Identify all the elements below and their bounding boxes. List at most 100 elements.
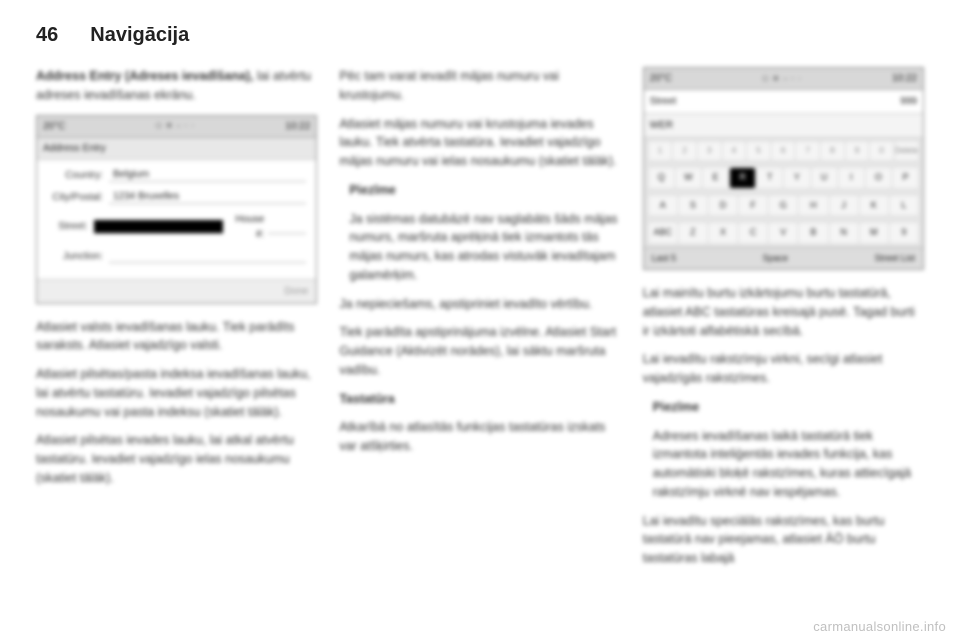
ss2-typed-row: WER xyxy=(644,114,923,138)
section-title: Navigācija xyxy=(90,24,189,47)
kb-key-t[interactable]: T xyxy=(757,168,782,188)
kb-key-s[interactable]: S xyxy=(679,196,707,216)
kb-num-5[interactable]: 5 xyxy=(747,142,770,160)
col3-p1: Lai mainītu burtu izkārtojumu burtu tast… xyxy=(643,284,924,340)
screenshot-keyboard: 20°C ⛭ ✖ ◃ ▫ ◦ 10:22 Street 999 WER 1 2 xyxy=(643,67,924,270)
kb-key-last[interactable]: 9 xyxy=(890,223,918,243)
kb-num-1[interactable]: 1 xyxy=(649,142,672,160)
ss2-input-row: Street 999 xyxy=(644,90,923,114)
ss1-temp: 20°C xyxy=(43,119,65,134)
kb-key-j[interactable]: J xyxy=(830,196,858,216)
ss2-typed[interactable]: WER xyxy=(650,118,673,133)
ss2-keyboard: 1 2 3 4 5 6 7 8 9 0 Delete Q W xyxy=(644,138,923,247)
col2-kb-title: Tastatūra xyxy=(339,390,620,409)
kb-key-f[interactable]: F xyxy=(739,196,767,216)
kb-delete[interactable]: Delete xyxy=(895,142,918,160)
kb-last5[interactable]: Last 5 xyxy=(652,252,677,266)
ss2-row1: Q W E R T Y U I O P xyxy=(644,164,923,192)
ss2-row3: ABC Z X C V B N M 9 xyxy=(644,219,923,247)
ss1-house-label: House #: xyxy=(229,212,264,242)
kb-key-r[interactable]: R xyxy=(730,168,755,188)
ss2-row-nums: 1 2 3 4 5 6 7 8 9 0 Delete xyxy=(644,138,923,164)
page-header: 46 Navigācija xyxy=(36,24,924,47)
ss1-city-label: City/Postal: xyxy=(47,190,109,205)
page-number: 46 xyxy=(36,24,58,47)
kb-num-7[interactable]: 7 xyxy=(796,142,819,160)
kb-num-2[interactable]: 2 xyxy=(673,142,696,160)
kb-key-x[interactable]: X xyxy=(709,223,737,243)
kb-key-g[interactable]: G xyxy=(769,196,797,216)
kb-space[interactable]: Space xyxy=(763,252,789,266)
ss2-bottom: Last 5 Space Street List xyxy=(644,247,923,270)
kb-num-0[interactable]: 0 xyxy=(870,142,893,160)
col1-p3: Atlasiet pilsētas ievades lauku, lai atk… xyxy=(36,431,317,487)
kb-key-v[interactable]: V xyxy=(769,223,797,243)
ss1-title: Address Entry xyxy=(37,138,316,160)
kb-num-4[interactable]: 4 xyxy=(723,142,746,160)
kb-key-k[interactable]: K xyxy=(860,196,888,216)
kb-streetlist[interactable]: Street List xyxy=(874,252,915,266)
col2-kb-body: Atkarībā no atlasītās funkcijas tastatūr… xyxy=(339,418,620,456)
kb-key-b[interactable]: B xyxy=(799,223,827,243)
kb-key-d[interactable]: D xyxy=(709,196,737,216)
kb-key-c[interactable]: C xyxy=(739,223,767,243)
kb-key-y[interactable]: Y xyxy=(784,168,809,188)
ss1-country-label: Country: xyxy=(47,168,109,183)
kb-key-e[interactable]: E xyxy=(703,168,728,188)
kb-key-abc[interactable]: ABC xyxy=(649,223,677,243)
kb-num-3[interactable]: 3 xyxy=(698,142,721,160)
column-1: Address Entry (Adreses ievadīšana), lai … xyxy=(36,67,317,578)
kb-key-l[interactable]: L xyxy=(890,196,918,216)
column-3: 20°C ⛭ ✖ ◃ ▫ ◦ 10:22 Street 999 WER 1 2 xyxy=(643,67,924,578)
ss2-statusbar: 20°C ⛭ ✖ ◃ ▫ ◦ 10:22 xyxy=(644,68,923,90)
ss1-country-value[interactable]: Belgium xyxy=(109,168,306,182)
ss1-done[interactable]: Done xyxy=(37,279,316,303)
ss2-row2: A S D F G H J K L xyxy=(644,192,923,220)
ss2-time: 10:22 xyxy=(892,71,917,86)
ss2-temp: 20°C xyxy=(650,71,672,86)
column-2: Pēc tam varat ievadīt mājas numuru vai k… xyxy=(339,67,620,578)
col2-p2: Atlasiet mājas numuru vai krustojuma iev… xyxy=(339,115,620,171)
screenshot-address-entry: 20°C ⛭ ✖ ◃ ▫ ◦ 10:22 Address Entry Count… xyxy=(36,115,317,304)
col1-p2: Atlasiet pilsētas/pasta indeksa ievadīša… xyxy=(36,365,317,421)
kb-key-o[interactable]: O xyxy=(866,168,891,188)
col3-p3: Lai ievadītu speciālās rakstzīmes, kas b… xyxy=(643,512,924,568)
kb-num-9[interactable]: 9 xyxy=(846,142,869,160)
kb-key-n[interactable]: N xyxy=(830,223,858,243)
kb-key-m[interactable]: M xyxy=(860,223,888,243)
col2-p4: Tiek parādīta apstiprinājuma izvēlne. At… xyxy=(339,323,620,379)
kb-key-z[interactable]: Z xyxy=(679,223,707,243)
kb-num-8[interactable]: 8 xyxy=(821,142,844,160)
ss2-street-label: Street xyxy=(650,94,677,109)
kb-key-a[interactable]: A xyxy=(649,196,677,216)
col3-p2: Lai ievadītu rakstzīmju virkni, secīgi a… xyxy=(643,350,924,388)
col2-p3: Ja nepieciešams, apstipriniet ievadīto v… xyxy=(339,295,620,314)
ss1-junction-label: Junction: xyxy=(47,249,109,264)
col1-p1: Atlasiet valsts ievadīšanas lauku. Tiek … xyxy=(36,318,317,356)
kb-num-6[interactable]: 6 xyxy=(772,142,795,160)
col1-intro: Address Entry (Adreses ievadīšana), lai … xyxy=(36,67,317,105)
col2-note-title: Piezīme xyxy=(349,181,620,200)
col3-note-title: Piezīme xyxy=(653,398,924,417)
ss1-body: Country: Belgium City/Postal: 1234 Bruxe… xyxy=(37,160,316,279)
ss2-status-icons: ⛭ ✖ ◃ ▫ ◦ xyxy=(762,73,802,85)
ss1-street-value[interactable] xyxy=(94,220,224,234)
ss1-statusbar: 20°C ⛭ ✖ ◃ ▫ ◦ 10:22 xyxy=(37,116,316,138)
col2-note: Piezīme Ja sistēmas datubāzē nav saglabā… xyxy=(349,181,620,285)
kb-key-i[interactable]: I xyxy=(839,168,864,188)
col3-note: Piezīme Adreses ievadīšanas laikā tastat… xyxy=(653,398,924,502)
watermark: carmanualsonline.info xyxy=(813,619,946,634)
kb-key-q[interactable]: Q xyxy=(649,168,674,188)
ss1-city-value[interactable]: 1234 Bruxelles xyxy=(109,190,306,204)
ss2-num: 999 xyxy=(900,94,917,109)
kb-key-u[interactable]: U xyxy=(812,168,837,188)
ss1-junction-value[interactable] xyxy=(109,249,306,263)
ss1-time: 10:22 xyxy=(285,119,310,134)
col1-intro-bold: Address Entry (Adreses ievadīšana), xyxy=(36,69,253,83)
kb-key-w[interactable]: W xyxy=(676,168,701,188)
col2-note-body: Ja sistēmas datubāzē nav saglabāts šāds … xyxy=(349,210,620,285)
ss1-house-value[interactable] xyxy=(268,220,306,234)
kb-key-h[interactable]: H xyxy=(799,196,827,216)
col2-p1: Pēc tam varat ievadīt mājas numuru vai k… xyxy=(339,67,620,105)
kb-key-p[interactable]: P xyxy=(893,168,918,188)
